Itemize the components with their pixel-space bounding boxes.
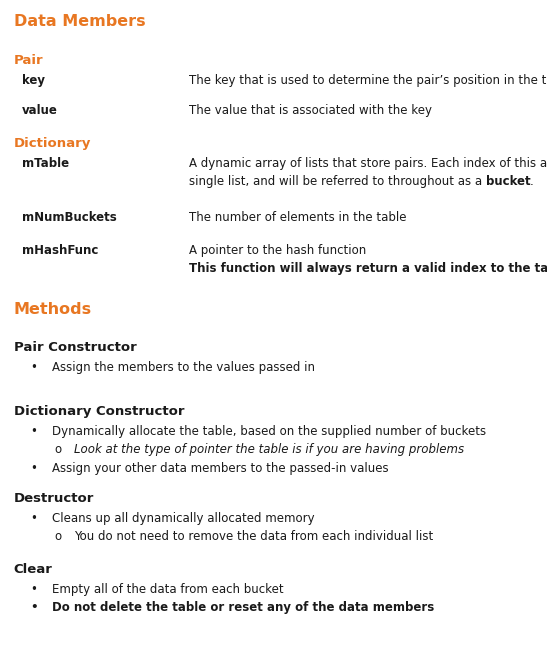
Text: Data Members: Data Members (14, 14, 146, 29)
Text: key: key (22, 74, 45, 87)
Text: Dynamically allocate the table, based on the supplied number of buckets: Dynamically allocate the table, based on… (52, 425, 486, 438)
Text: •: • (30, 512, 37, 525)
Text: bucket: bucket (486, 175, 530, 188)
Text: mNumBuckets: mNumBuckets (22, 211, 117, 224)
Text: Do not delete the table or reset any of the data members: Do not delete the table or reset any of … (52, 601, 434, 614)
Text: value: value (22, 104, 58, 117)
Text: This function will always return a valid index to the table: This function will always return a valid… (189, 262, 547, 275)
Text: The key that is used to determine the pair’s position in the table: The key that is used to determine the pa… (189, 74, 547, 87)
Text: Assign the members to the values passed in: Assign the members to the values passed … (52, 361, 315, 374)
Text: .: . (530, 175, 534, 188)
Text: •: • (30, 361, 37, 374)
Text: mTable: mTable (22, 157, 69, 170)
Text: Assign your other data members to the passed-in values: Assign your other data members to the pa… (52, 462, 388, 475)
Text: •: • (30, 462, 37, 475)
Text: o: o (55, 443, 62, 456)
Text: •: • (30, 425, 37, 438)
Text: Methods: Methods (14, 302, 92, 317)
Text: A dynamic array of lists that store pairs. Each index of this array is a: A dynamic array of lists that store pair… (189, 157, 547, 170)
Text: Clear: Clear (14, 563, 53, 576)
Text: The number of elements in the table: The number of elements in the table (189, 211, 406, 224)
Text: A pointer to the hash function: A pointer to the hash function (189, 244, 366, 257)
Text: Destructor: Destructor (14, 492, 94, 505)
Text: Cleans up all dynamically allocated memory: Cleans up all dynamically allocated memo… (52, 512, 315, 525)
Text: mHashFunc: mHashFunc (22, 244, 98, 257)
Text: You do not need to remove the data from each individual list: You do not need to remove the data from … (74, 530, 433, 543)
Text: •: • (30, 583, 37, 596)
Text: Pair: Pair (14, 54, 43, 67)
Text: •: • (30, 601, 38, 614)
Text: Pair Constructor: Pair Constructor (14, 341, 136, 354)
Text: single list, and will be referred to throughout as a: single list, and will be referred to thr… (189, 175, 486, 188)
Text: Dictionary: Dictionary (14, 137, 91, 150)
Text: The value that is associated with the key: The value that is associated with the ke… (189, 104, 432, 117)
Text: o: o (55, 530, 62, 543)
Text: Look at the type of pointer the table is if you are having problems: Look at the type of pointer the table is… (74, 443, 464, 456)
Text: Dictionary Constructor: Dictionary Constructor (14, 405, 184, 418)
Text: Empty all of the data from each bucket: Empty all of the data from each bucket (52, 583, 283, 596)
